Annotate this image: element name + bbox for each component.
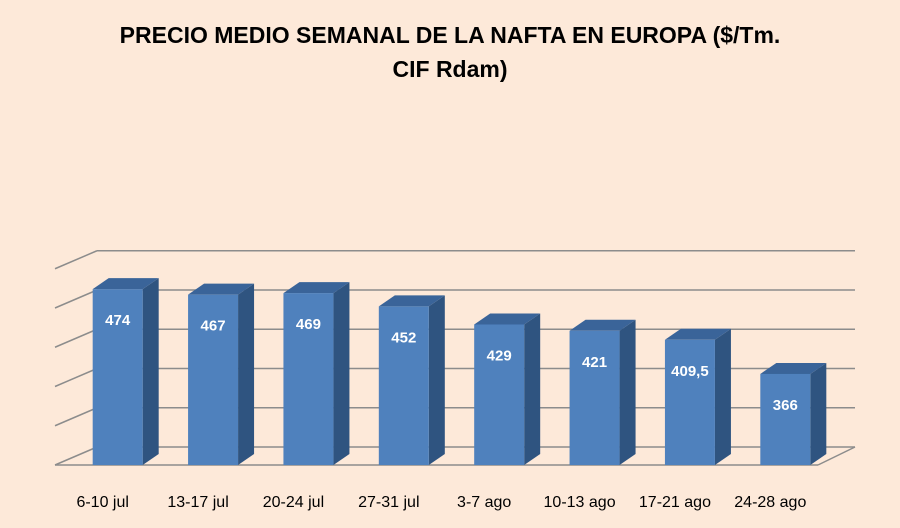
bar xyxy=(283,293,334,465)
bar xyxy=(188,294,239,465)
bar xyxy=(378,306,429,465)
gridline-side xyxy=(54,289,98,309)
bar-top xyxy=(474,313,541,325)
x-tick-label: 17-21 ago xyxy=(639,494,711,511)
bar xyxy=(92,289,143,465)
data-label: 467 xyxy=(201,318,226,335)
x-tick-label: 10-13 ago xyxy=(544,494,616,511)
gridline-side xyxy=(54,367,98,388)
bar-side xyxy=(238,283,255,465)
bar-side xyxy=(142,278,159,465)
gridline-side xyxy=(54,407,98,427)
bar-top xyxy=(378,295,445,307)
bar-side xyxy=(810,362,827,465)
data-label: 474 xyxy=(105,312,131,329)
bar-side xyxy=(714,328,731,465)
bar-top xyxy=(664,328,731,340)
chart-title: PRECIO MEDIO SEMANAL DE LA NAFTA EN EURO… xyxy=(0,18,900,86)
chart-title-line-2: CIF Rdam) xyxy=(392,56,508,82)
gridline-side xyxy=(54,446,98,466)
x-tick-label: 3-7 ago xyxy=(457,494,511,511)
bar-top xyxy=(569,319,636,331)
gridline-side xyxy=(54,328,98,348)
bar-top xyxy=(283,282,350,294)
bar xyxy=(474,324,525,465)
x-tick-label: 13-17 jul xyxy=(167,494,228,511)
bar-top xyxy=(188,283,255,295)
data-label: 429 xyxy=(487,347,512,364)
x-tick-label: 6-10 jul xyxy=(76,494,128,511)
data-label: 469 xyxy=(296,316,321,333)
gridline-side xyxy=(54,250,98,270)
bar-side xyxy=(428,295,445,465)
data-label: 366 xyxy=(773,397,798,414)
chart-title-line-1: PRECIO MEDIO SEMANAL DE LA NAFTA EN EURO… xyxy=(119,22,781,48)
data-label: 421 xyxy=(582,354,607,371)
x-tick-label: 27-31 jul xyxy=(358,494,419,511)
bar-top xyxy=(760,362,827,374)
bar-side xyxy=(619,319,636,465)
bar-top xyxy=(92,278,159,290)
data-label: 409,5 xyxy=(671,363,709,380)
bar xyxy=(569,330,620,465)
bar xyxy=(760,373,811,465)
x-tick-label: 20-24 jul xyxy=(263,494,324,511)
bar-side xyxy=(333,282,350,465)
bar-side xyxy=(524,313,541,465)
x-tick-label: 24-28 ago xyxy=(734,494,806,511)
floor-edge xyxy=(817,446,856,466)
bar xyxy=(664,339,715,465)
data-label: 452 xyxy=(391,329,416,346)
